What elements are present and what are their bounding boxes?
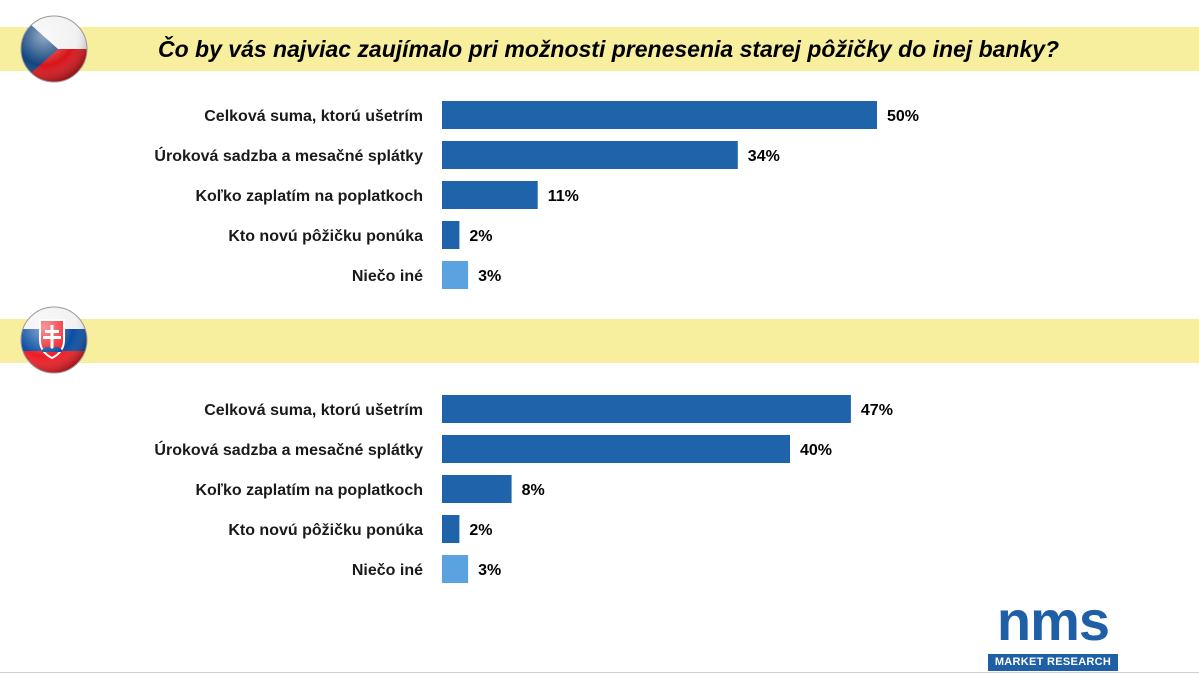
bar-chart-slovak: Celková suma, ktorú ušetrím 47% Úroková sa…: [154, 395, 893, 583]
cz-bar-5: [442, 261, 469, 289]
nms-logo: nms MARKET RESEARCH: [986, 591, 1120, 671]
sk-category-label-1: Celková suma, ktorú ušetrím: [204, 402, 423, 419]
cz-bar-3: [442, 181, 538, 209]
cz-value-label-1: 50%: [887, 108, 919, 125]
cz-category-label-2: Úroková sadzba a mesačné splátky: [154, 146, 423, 165]
cz-category-label-3: Koľko zaplatím na poplatkoch: [195, 188, 423, 205]
sk-value-label-1: 47%: [861, 402, 893, 419]
sk-value-label-5: 3%: [478, 562, 501, 579]
cz-value-label-5: 3%: [478, 268, 501, 285]
cz-category-label-1: Celková suma, ktorú ušetrím: [204, 108, 423, 125]
cz-bar-1: [442, 101, 877, 129]
cz-bar-4: [442, 221, 460, 249]
sk-bar-5: [442, 555, 469, 583]
sk-bar-1: [442, 395, 851, 423]
slovak-flag-icon: [20, 306, 88, 374]
sk-category-label-4: Kto novú pôžičku ponúka: [228, 522, 423, 539]
bar-chart-czech: Celková suma, ktorú ušetrím 50% Úroková sa…: [154, 101, 919, 289]
sk-category-label-3: Koľko zaplatím na poplatkoch: [195, 482, 423, 499]
cz-category-label-5: Niečo iné: [352, 268, 423, 285]
sk-bar-4: [442, 515, 460, 543]
title-band-czech: [0, 27, 1199, 71]
cz-bar-2: [442, 141, 738, 169]
cz-value-label-2: 34%: [748, 148, 780, 165]
cz-value-label-3: 11%: [548, 188, 579, 205]
sk-category-label-2: Úroková sadzba a mesačné splátky: [154, 440, 423, 459]
sk-bar-2: [442, 435, 790, 463]
cz-value-label-4: 2%: [469, 228, 492, 245]
title-band-slovak: [0, 319, 1199, 363]
logo-wordmark: nms: [996, 589, 1110, 652]
sk-value-label-4: 2%: [469, 522, 492, 539]
sk-value-label-3: 8%: [522, 482, 545, 499]
logo-tagline: MARKET RESEARCH: [988, 654, 1118, 671]
cz-category-label-4: Kto novú pôžičku ponúka: [228, 228, 423, 245]
sk-bar-3: [442, 475, 512, 503]
page-title: Čo by vás najviac zaujímalo pri možnosti…: [158, 36, 1060, 62]
czech-flag-icon: [20, 15, 88, 83]
sk-category-label-5: Niečo iné: [352, 562, 423, 579]
sk-value-label-2: 40%: [800, 442, 832, 459]
bottom-divider: [0, 672, 1199, 673]
